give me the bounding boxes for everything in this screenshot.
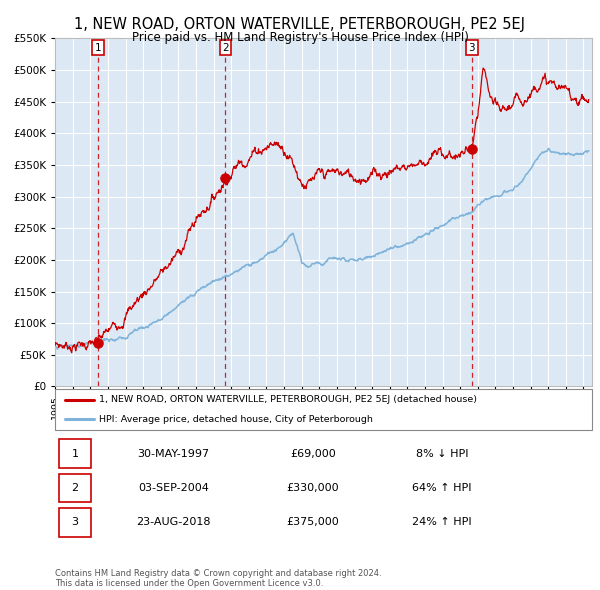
Text: 24% ↑ HPI: 24% ↑ HPI	[412, 517, 472, 527]
Text: 64% ↑ HPI: 64% ↑ HPI	[412, 483, 472, 493]
Text: 1: 1	[71, 449, 79, 458]
Text: £375,000: £375,000	[287, 517, 340, 527]
Bar	[59, 508, 91, 536]
Text: Contains HM Land Registry data © Crown copyright and database right 2024.
This d: Contains HM Land Registry data © Crown c…	[55, 569, 382, 588]
Text: 23-AUG-2018: 23-AUG-2018	[136, 517, 211, 527]
Bar	[59, 474, 91, 502]
Text: 1: 1	[94, 43, 101, 53]
Text: 2: 2	[71, 483, 79, 493]
Text: £330,000: £330,000	[287, 483, 339, 493]
Text: 8% ↓ HPI: 8% ↓ HPI	[416, 449, 468, 458]
Text: 1, NEW ROAD, ORTON WATERVILLE, PETERBOROUGH, PE2 5EJ: 1, NEW ROAD, ORTON WATERVILLE, PETERBORO…	[74, 17, 526, 31]
Text: HPI: Average price, detached house, City of Peterborough: HPI: Average price, detached house, City…	[99, 415, 373, 424]
Text: 30-MAY-1997: 30-MAY-1997	[137, 449, 209, 458]
Text: Price paid vs. HM Land Registry's House Price Index (HPI): Price paid vs. HM Land Registry's House …	[131, 31, 469, 44]
Text: 2: 2	[222, 43, 229, 53]
Text: 3: 3	[71, 517, 79, 527]
Text: 3: 3	[468, 43, 475, 53]
Text: 03-SEP-2004: 03-SEP-2004	[138, 483, 209, 493]
Text: 1, NEW ROAD, ORTON WATERVILLE, PETERBOROUGH, PE2 5EJ (detached house): 1, NEW ROAD, ORTON WATERVILLE, PETERBORO…	[99, 395, 477, 404]
Bar	[59, 440, 91, 468]
Text: £69,000: £69,000	[290, 449, 336, 458]
